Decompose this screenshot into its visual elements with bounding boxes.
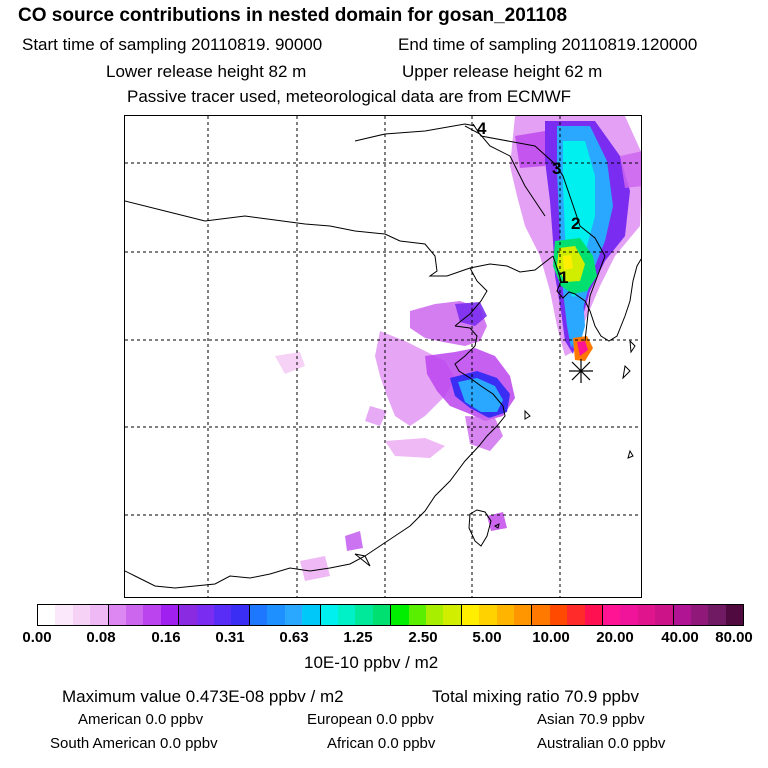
colorbar-swatch [302,605,321,625]
colorbar-swatch [143,605,161,625]
colorbar-swatch [284,605,303,625]
colorbar-swatch [637,605,656,625]
colorbar-swatch [443,605,462,625]
colorbar-swatch [567,605,585,625]
colorbar-swatch [55,605,73,625]
colorbar-swatch [38,605,56,625]
colorbar-unit-label: 10E-10 ppbv / m2 [304,653,439,672]
colorbar-swatch [126,605,144,625]
colorbar-tick: 0.31 [215,629,245,646]
american-contribution: American 0.0 ppbv [78,711,204,728]
european-contribution: European 0.0 ppbv [307,711,434,728]
colorbar-swatch [90,605,109,625]
colorbar-swatch [320,605,338,625]
colorbar-swatch [496,605,514,625]
colorbar-tick: 40.00 [661,629,699,646]
colorbar-swatch [655,605,674,625]
south-american-contribution: South American 0.0 ppbv [50,735,218,752]
sampling-end-label: End time of sampling 20110819.120000 [398,35,698,54]
trajectory-label-3: 3 [552,159,561,178]
colorbar-swatch [691,605,709,625]
colorbar-tick: 10.00 [532,629,570,646]
map-panel: 4 3 2 1 [124,115,642,598]
colorbar-swatch [549,605,568,625]
grid-lines [125,116,641,597]
trajectory-line [472,123,606,342]
concentration-field [275,116,641,581]
upper-release-height-label: Upper release height 62 m [402,62,603,81]
colorbar-tick: 0.63 [279,629,309,646]
page-title: CO source contributions in nested domain… [18,5,568,26]
sampling-start-label: Start time of sampling 20110819. 90000 [22,35,323,54]
trajectory-label-2: 2 [571,214,580,233]
colorbar-swatch [196,605,215,625]
colorbar-swatch [160,605,180,625]
coastlines [125,123,641,589]
colorbar-swatch [425,605,444,625]
trajectory-label-4: 4 [477,119,487,138]
colorbar-swatch [603,605,621,625]
colorbar-tick: 0.08 [86,629,116,646]
colorbar-swatch [214,605,232,625]
colorbar-tick: 1.25 [343,629,373,646]
total-mixing-ratio-label: Total mixing ratio 70.9 ppbv [432,687,639,706]
colorbar-swatch [267,605,285,625]
colorbar [37,604,744,626]
lower-release-height-label: Lower release height 82 m [106,62,307,81]
colorbar-tick: 20.00 [596,629,634,646]
receptor-asterisk-icon [569,359,593,383]
colorbar-tick: 5.00 [472,629,502,646]
colorbar-swatch [372,605,392,625]
map-canvas: 4 3 2 1 [125,116,641,597]
colorbar-swatch [231,605,250,625]
colorbar-swatch [479,605,497,625]
colorbar-swatch [461,605,480,625]
colorbar-tick: 0.16 [151,629,181,646]
australian-contribution: Australian 0.0 ppbv [537,735,666,752]
colorbar-swatch [355,605,373,625]
colorbar-swatch [725,605,744,625]
colorbar-swatch [249,605,268,625]
colorbar-swatch [391,605,409,625]
colorbar-swatch [532,605,550,625]
colorbar-tick: 2.50 [408,629,438,646]
colorbar-tick: 80.00 [715,629,753,646]
colorbar-swatch [108,605,127,625]
african-contribution: African 0.0 ppbv [327,735,436,752]
colorbar-swatch [72,605,91,625]
colorbar-swatch [584,605,603,625]
asian-contribution: Asian 70.9 ppbv [537,711,645,728]
colorbar-swatch [513,605,533,625]
colorbar-swatch [179,605,197,625]
colorbar-tick: 0.00 [22,629,52,646]
colorbar-swatch [337,605,356,625]
colorbar-swatch [620,605,638,625]
tracer-note: Passive tracer used, meteorological data… [127,87,572,106]
max-value-label: Maximum value 0.473E-08 ppbv / m2 [62,687,344,706]
colorbar-swatch [408,605,426,625]
trajectory-label-1: 1 [559,268,568,287]
colorbar-swatch [708,605,726,625]
colorbar-swatch [673,605,692,625]
